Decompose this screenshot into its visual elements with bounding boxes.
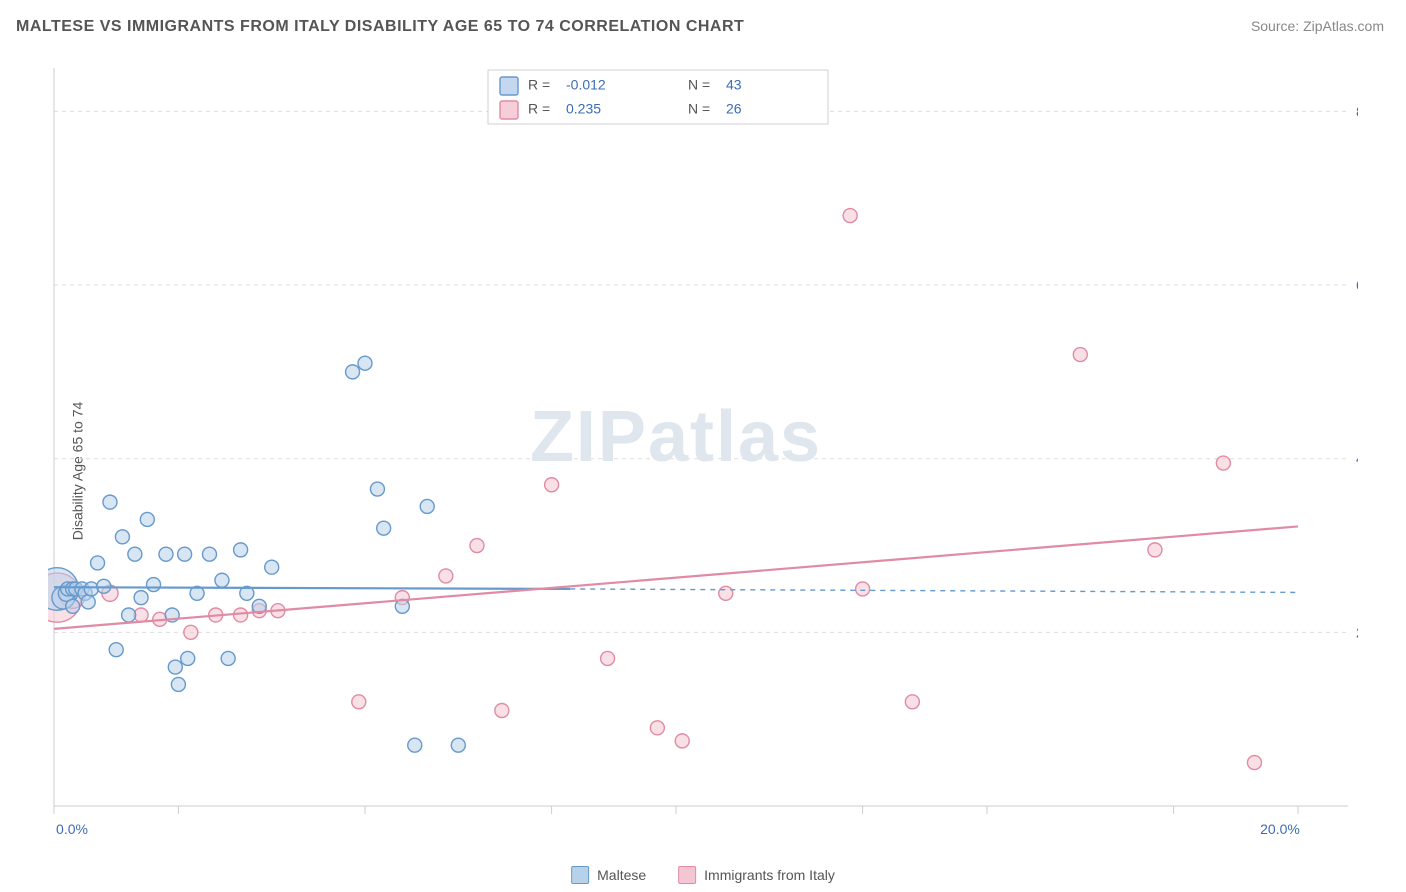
plot-area: Disability Age 65 to 74 20.0%40.0%60.0%8… (0, 50, 1406, 892)
svg-text:80.0%: 80.0% (1356, 103, 1358, 119)
svg-text:N =: N = (688, 101, 710, 117)
svg-text:40.0%: 40.0% (1356, 451, 1358, 467)
svg-text:-0.012: -0.012 (566, 77, 606, 93)
svg-text:R =: R = (528, 101, 550, 117)
chart-title: MALTESE VS IMMIGRANTS FROM ITALY DISABIL… (16, 18, 744, 36)
svg-text:20.0%: 20.0% (1356, 624, 1358, 640)
legend-label-maltese: Maltese (597, 867, 646, 883)
source-attribution: Source: ZipAtlas.com (1251, 18, 1384, 34)
svg-text:60.0%: 60.0% (1356, 277, 1358, 293)
svg-text:20.0%: 20.0% (1260, 821, 1300, 837)
svg-text:R =: R = (528, 77, 550, 93)
legend-item-maltese: Maltese (571, 866, 646, 884)
bottom-legend: Maltese Immigrants from Italy (571, 866, 835, 884)
scatter-chart: 20.0% 40.0% 60.0% 80.0% 0.0% 20.0% ZIPatlas R =… (48, 58, 1358, 848)
svg-text:0.235: 0.235 (566, 101, 601, 117)
legend-label-italy: Immigrants from Italy (704, 867, 835, 883)
source-label: Source: (1251, 18, 1299, 34)
legend-swatch-maltese (571, 866, 589, 884)
source-name: ZipAtlas.com (1303, 18, 1384, 34)
svg-text:26: 26 (726, 101, 742, 117)
svg-text:N =: N = (688, 77, 710, 93)
svg-text:43: 43 (726, 77, 742, 93)
svg-text:ZIPatlas: ZIPatlas (530, 397, 822, 477)
legend-swatch-italy (678, 866, 696, 884)
svg-text:0.0%: 0.0% (56, 821, 88, 837)
legend-item-italy: Immigrants from Italy (678, 866, 835, 884)
